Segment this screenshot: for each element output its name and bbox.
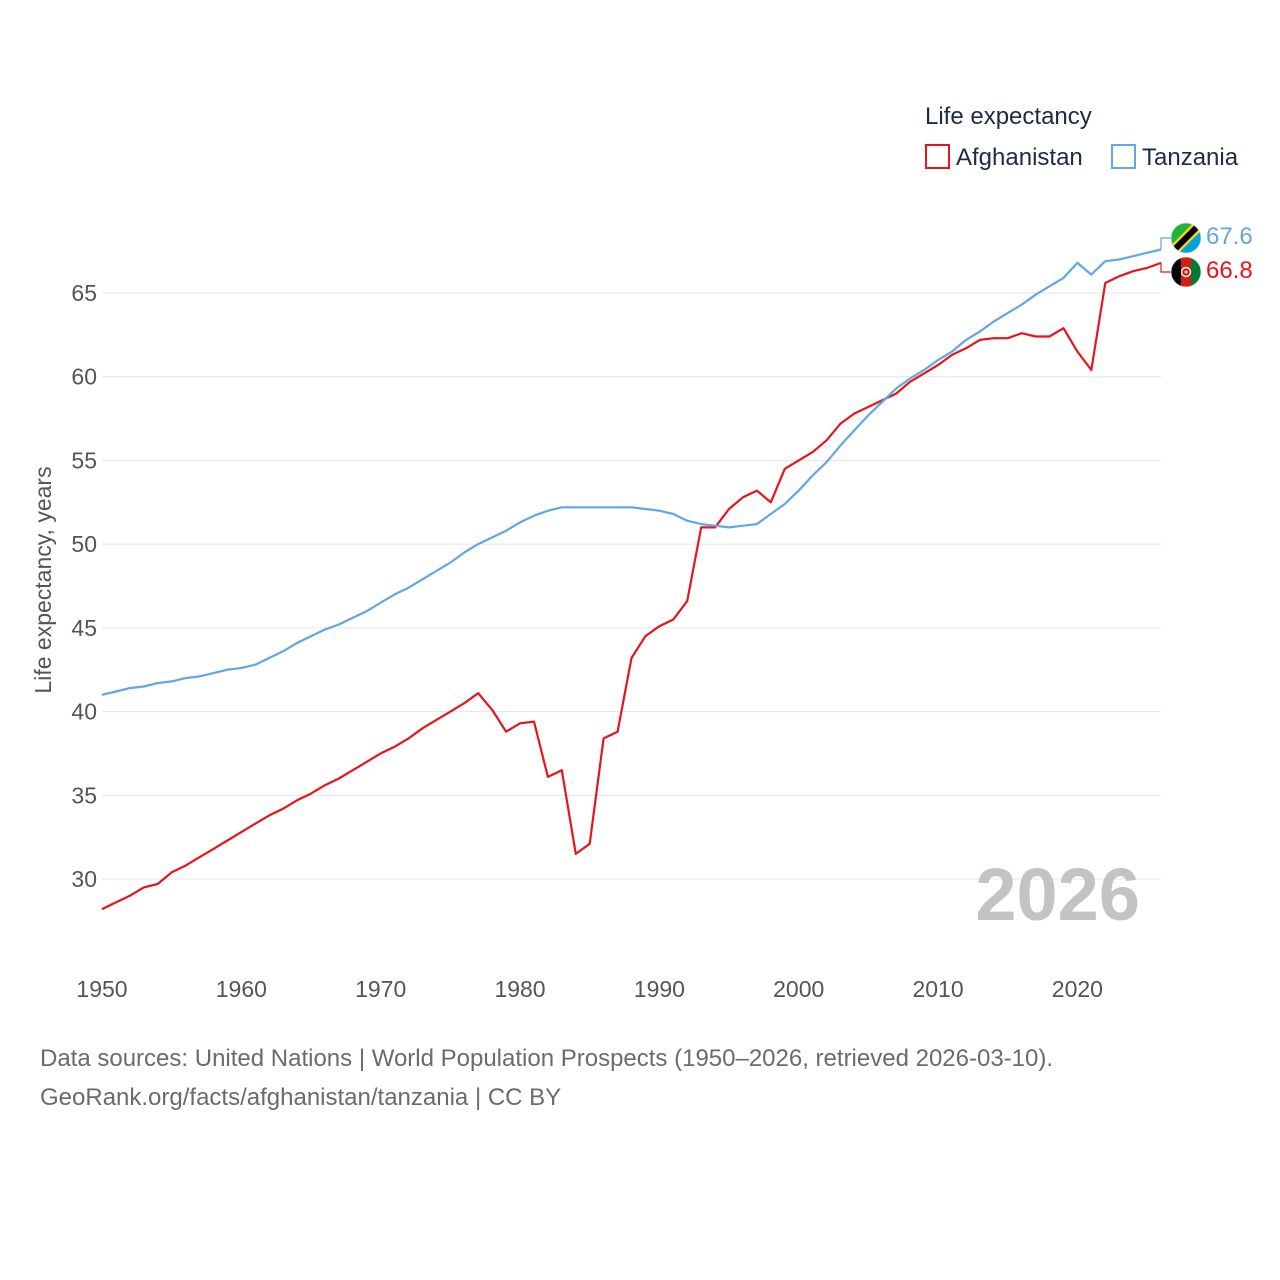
y-tick-label: 45 — [71, 615, 97, 641]
legend: Life expectancy Afghanistan Tanzania — [925, 103, 1239, 171]
series-line-tanzania — [101, 248, 1162, 696]
tanzania-flag-icon — [1171, 223, 1201, 253]
y-tick-label: 30 — [71, 866, 97, 892]
afghanistan-flag-border — [1170, 256, 1202, 288]
source-link-text[interactable]: GeoRank.org/facts/afghanistan/tanzania |… — [40, 1084, 562, 1111]
legend-label-afghanistan: Afghanistan — [956, 144, 1083, 171]
x-tick-label: 1990 — [634, 976, 685, 1002]
year-watermark: 2026 — [975, 853, 1140, 936]
x-tick-label: 1980 — [494, 976, 545, 1002]
y-tick-label: 50 — [71, 531, 97, 557]
y-tick-label: 65 — [71, 280, 97, 306]
legend-item-afghanistan[interactable]: Afghanistan — [925, 144, 1083, 171]
tanzania-end-value: 67.6 — [1206, 223, 1253, 250]
y-tick-label: 40 — [71, 699, 97, 725]
series-lines — [101, 248, 1162, 911]
x-tick-label: 1960 — [216, 976, 267, 1002]
afghanistan-flag-icon — [1171, 257, 1201, 287]
tanzania-end-connector — [1160, 237, 1171, 250]
tanzania-flag-border — [1170, 222, 1202, 254]
y-tick-label: 60 — [71, 364, 97, 390]
x-tick-label: 1970 — [355, 976, 406, 1002]
x-axis-ticks: 1950 1960 1970 1980 1990 2000 2010 2020 — [76, 976, 1103, 1002]
series-line-afghanistan — [101, 261, 1162, 911]
legend-label-tanzania: Tanzania — [1142, 144, 1239, 171]
legend-item-tanzania[interactable]: Tanzania — [1111, 144, 1239, 171]
afghanistan-end-connector — [1160, 262, 1171, 273]
end-connectors — [1160, 237, 1171, 273]
y-axis-label: Life expectancy, years — [30, 466, 56, 693]
afghanistan-end-value: 66.8 — [1206, 257, 1253, 284]
y-tick-label: 55 — [71, 447, 97, 473]
x-tick-label: 2000 — [773, 976, 824, 1002]
life-expectancy-chart: 30 35 40 45 50 55 60 65 1950 1960 1970 1980 1990 200… — [30, 103, 1253, 1002]
y-axis-ticks: 30 35 40 45 50 55 60 65 — [71, 280, 97, 892]
x-tick-label: 2010 — [912, 976, 963, 1002]
legend-title: Life expectancy — [925, 103, 1092, 130]
legend-swatch-tanzania — [1111, 144, 1136, 169]
x-tick-label: 1950 — [76, 976, 127, 1002]
data-source-text: Data sources: United Nations | World Pop… — [40, 1045, 1054, 1072]
legend-swatch-afghanistan — [925, 144, 950, 169]
x-tick-label: 2020 — [1052, 976, 1103, 1002]
y-tick-label: 35 — [71, 782, 97, 808]
gridlines — [102, 292, 1161, 880]
